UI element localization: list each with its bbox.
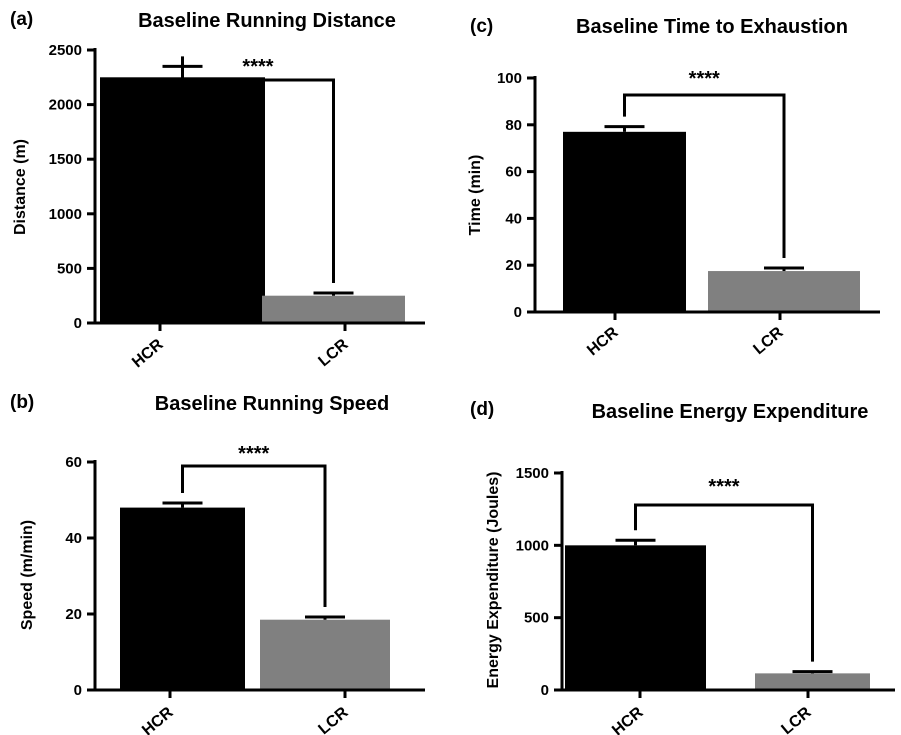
bar [262, 295, 405, 323]
x-tick-label: LCR [750, 324, 786, 358]
bar [708, 271, 860, 312]
y-tick-label: 1000 [49, 206, 82, 223]
y-axis-label: Energy Expenditure (Joules) [485, 472, 502, 689]
x-tick-label: HCR [584, 324, 622, 360]
x-tick-label: LCR [315, 704, 351, 735]
y-tick-label: 0 [514, 304, 522, 321]
panel-letter: (d) [470, 399, 494, 420]
chart-title: Baseline Running Distance [138, 10, 396, 32]
y-tick-label: 2000 [49, 97, 82, 114]
bar [755, 673, 870, 690]
significance-bracket [623, 93, 786, 259]
y-tick-label: 100 [497, 70, 522, 87]
x-tick-label: LCR [778, 704, 814, 735]
y-axis-label: Distance (m) [12, 139, 29, 235]
y-axis-label: Time (min) [467, 155, 484, 236]
y-tick-label: 40 [65, 530, 82, 547]
y-tick-label: 20 [65, 606, 82, 623]
panel-letter: (a) [10, 9, 33, 30]
y-tick-label: 500 [57, 260, 82, 277]
panel-letter: (c) [470, 16, 493, 37]
significance-label: **** [242, 56, 273, 78]
bar [100, 77, 265, 323]
significance-label: **** [238, 443, 269, 465]
significance-label: **** [708, 476, 739, 498]
x-tick-label: HCR [609, 704, 647, 735]
x-tick-label: HCR [129, 336, 167, 372]
panel-letter: (b) [10, 392, 34, 413]
significance-bracket [634, 503, 814, 662]
y-tick-label: 500 [524, 610, 549, 627]
y-tick-label: 20 [505, 257, 522, 274]
y-tick-label: 60 [505, 164, 522, 181]
y-tick-label: 40 [505, 210, 522, 227]
y-tick-label: 2500 [49, 42, 82, 59]
significance-bracket [181, 464, 327, 608]
y-tick-label: 1500 [49, 151, 82, 168]
bar [565, 545, 706, 690]
bar [120, 507, 245, 690]
x-tick-label: LCR [315, 336, 351, 370]
chart-title: Baseline Time to Exhaustion [576, 16, 848, 38]
y-tick-label: 80 [505, 117, 522, 134]
significance-label: **** [689, 68, 720, 90]
y-tick-label: 0 [541, 682, 549, 699]
bar [563, 131, 686, 312]
y-tick-label: 0 [74, 315, 82, 332]
significance-bracket [181, 56, 335, 283]
y-tick-label: 1500 [516, 465, 549, 482]
x-tick-label: HCR [139, 704, 177, 735]
y-tick-label: 60 [65, 454, 82, 471]
chart-title: Baseline Running Speed [155, 393, 389, 415]
bar [260, 619, 390, 690]
chart-title: Baseline Energy Expenditure [592, 401, 869, 423]
y-axis-label: Speed (m/min) [19, 520, 36, 630]
y-tick-label: 0 [74, 682, 82, 699]
y-tick-label: 1000 [516, 537, 549, 554]
